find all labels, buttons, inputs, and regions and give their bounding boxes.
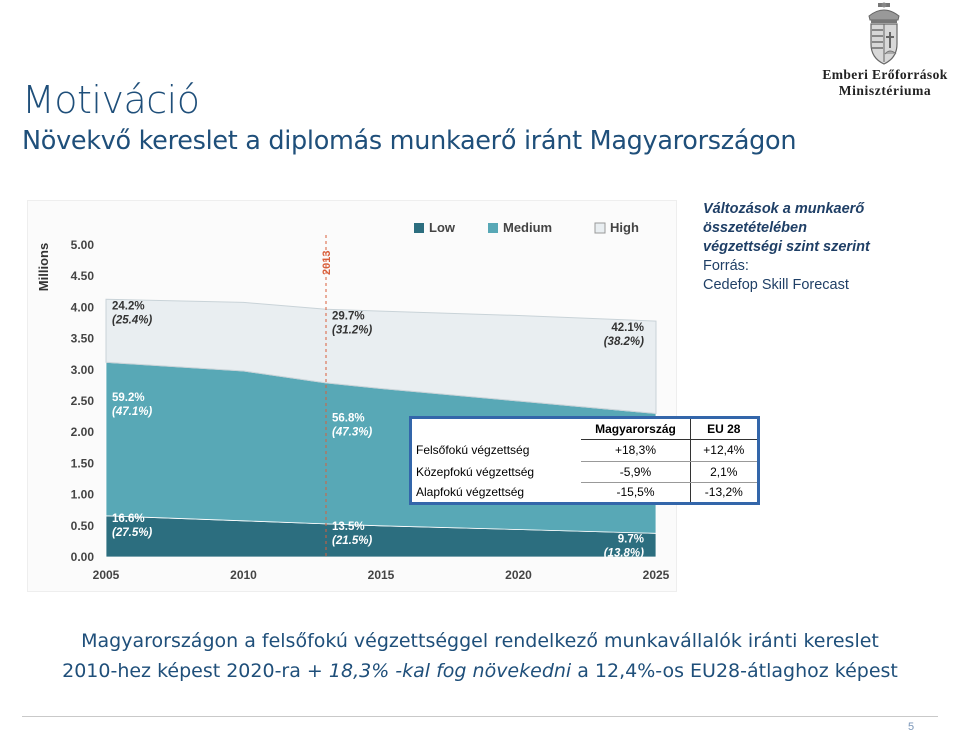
slide-subtitle: Növekvő kereslet a diplomás munkaerő irá… xyxy=(22,126,797,156)
x-tick-label: 2015 xyxy=(368,568,395,582)
x-tick-label: 2010 xyxy=(230,568,257,582)
annotation-value-eu: (47.3%) xyxy=(332,427,372,439)
table-header-hungary: Magyarország xyxy=(581,417,691,441)
table-cell-eu28: 2,1% xyxy=(690,461,759,483)
annotation-value-eu: (47.1%) xyxy=(112,406,152,418)
table-cell-eu28: +12,4% xyxy=(690,439,759,462)
annotation-value: 24.2% xyxy=(112,300,145,312)
conclusion-line2-emphasis: 18,3% -kal fog növekedni xyxy=(328,660,572,682)
y-tick-label: 1.00 xyxy=(71,488,95,502)
caption-source-label: Forrás: xyxy=(703,258,749,274)
y-tick-label: 3.50 xyxy=(71,332,95,346)
legend-label: High xyxy=(610,220,639,235)
annotation-value-eu: (31.2%) xyxy=(332,324,372,336)
annotation-value-eu: (38.2%) xyxy=(604,336,644,348)
y-axis-label: Millions xyxy=(36,243,51,291)
annotation-value-eu: (13.8%) xyxy=(604,548,644,560)
conclusion-text: Magyarországon a felsőfokú végzettséggel… xyxy=(0,626,960,686)
conclusion-line2-end: a 12,4%-os EU28-átlaghoz képest xyxy=(571,660,898,682)
annotation-low-2005: 16.6% (27.5%) xyxy=(112,513,152,539)
annotation-value: 29.7% xyxy=(332,310,365,322)
legend-swatch xyxy=(488,223,498,233)
annotation-low-2013: 13.5% (21.5%) xyxy=(332,521,372,547)
caption-source-value: Cedefop Skill Forecast xyxy=(703,277,849,293)
legend-item-high: High xyxy=(594,220,639,235)
table-cell-hungary: +18,3% xyxy=(581,439,691,462)
caption-line2: összetételében xyxy=(703,220,807,236)
y-tick-label: 0.50 xyxy=(71,519,95,533)
y-tick-label: 0.00 xyxy=(71,550,95,564)
annotation-medium-2013: 56.8% (47.3%) xyxy=(332,413,372,439)
logo-text-line2: Minisztériuma xyxy=(838,83,932,98)
y-tick-label: 5.00 xyxy=(71,238,95,252)
table-row-label: Alapfokú végzettség xyxy=(416,485,525,500)
year-marker-label: 2013 xyxy=(321,251,333,275)
x-tick-label: 2025 xyxy=(643,568,670,582)
annotation-value-eu: (21.5%) xyxy=(332,535,372,547)
footer-divider xyxy=(22,716,938,717)
caption-line3: végzettségi szint szerint xyxy=(703,239,870,255)
table-row-label: Közepfokú végzettség xyxy=(416,464,535,479)
table-header-row: Magyarország EU 28 xyxy=(411,417,759,441)
chart-caption: Változások a munkaerő összetételében vég… xyxy=(703,200,953,295)
annotation-value: 59.2% xyxy=(112,392,145,404)
annotation-value: 56.8% xyxy=(332,413,365,425)
slide-title: Motiváció xyxy=(22,78,200,122)
table-header-empty xyxy=(411,418,582,440)
annotation-value: 42.1% xyxy=(611,322,644,334)
annotation-low-2025: 9.7% (13.8%) xyxy=(604,534,644,560)
annotation-medium-2005: 59.2% (47.1%) xyxy=(112,392,152,418)
table-cell-eu28: -13,2% xyxy=(704,485,743,500)
chart-panel: 2013 0.00 0.50 1.00 1.50 2.00 2.50 3.00 3.50 4.00… xyxy=(27,200,677,592)
annotation-value: 13.5% xyxy=(332,521,365,533)
table-cell-hungary: -15,5% xyxy=(581,482,691,504)
table-header-eu28: EU 28 xyxy=(690,417,759,441)
workforce-area-chart: 2013 0.00 0.50 1.00 1.50 2.00 2.50 3.00 3.50 4.00… xyxy=(36,220,670,582)
y-tick-label: 1.50 xyxy=(71,456,95,470)
y-tick-label: 2.00 xyxy=(71,425,95,439)
table-row: Felsőfokú végzettség +18,3% +12,4% xyxy=(411,439,759,462)
y-tick-label: 3.00 xyxy=(71,363,95,377)
logo-text-line1: Emberi Erőforrások xyxy=(822,67,948,82)
annotation-high-2005: 24.2% (25.4%) xyxy=(112,300,152,326)
legend-label: Low xyxy=(429,220,456,235)
comparison-table: Magyarország EU 28 Felsőfokú végzettség … xyxy=(409,416,760,505)
legend-label: Medium xyxy=(503,220,552,235)
y-tick-label: 2.50 xyxy=(71,394,95,408)
conclusion-line1: Magyarországon a felsőfokú végzettséggel… xyxy=(81,630,879,652)
table-cell-hungary: -5,9% xyxy=(581,461,691,483)
legend-swatch xyxy=(594,222,606,234)
page-number: 5 xyxy=(908,721,915,733)
table-row: Alapfokú végzettség -15,5% -13,2% xyxy=(411,482,759,504)
caption-line1: Változások a munkaerő xyxy=(703,201,865,217)
ministry-logo: Emberi Erőforrások Minisztériuma xyxy=(808,0,960,100)
legend-item-low: Low xyxy=(414,220,456,235)
annotation-value-eu: (27.5%) xyxy=(112,527,152,539)
table-row: Közepfokú végzettség -5,9% 2,1% xyxy=(411,461,759,483)
annotation-value: 16.6% xyxy=(112,513,145,525)
table-row-label: Felsőfokú végzettség xyxy=(416,443,530,458)
legend-item-medium: Medium xyxy=(488,220,552,235)
y-tick-label: 4.00 xyxy=(71,300,95,314)
y-tick-label: 4.50 xyxy=(71,269,95,283)
conclusion-line2-start: 2010-hez képest 2020-ra + xyxy=(62,660,329,682)
legend-swatch xyxy=(414,223,424,233)
annotation-value-eu: (25.4%) xyxy=(112,314,152,326)
annotation-value: 9.7% xyxy=(618,534,644,546)
x-tick-label: 2005 xyxy=(93,568,120,582)
annotation-high-2013: 29.7% (31.2%) xyxy=(332,310,372,336)
x-tick-label: 2020 xyxy=(505,568,532,582)
coat-of-arms-icon xyxy=(868,2,900,65)
conclusion-line2: 2010-hez képest 2020-ra + 18,3% -kal fog… xyxy=(0,656,960,686)
annotation-high-2025: 42.1% (38.2%) xyxy=(604,322,644,348)
